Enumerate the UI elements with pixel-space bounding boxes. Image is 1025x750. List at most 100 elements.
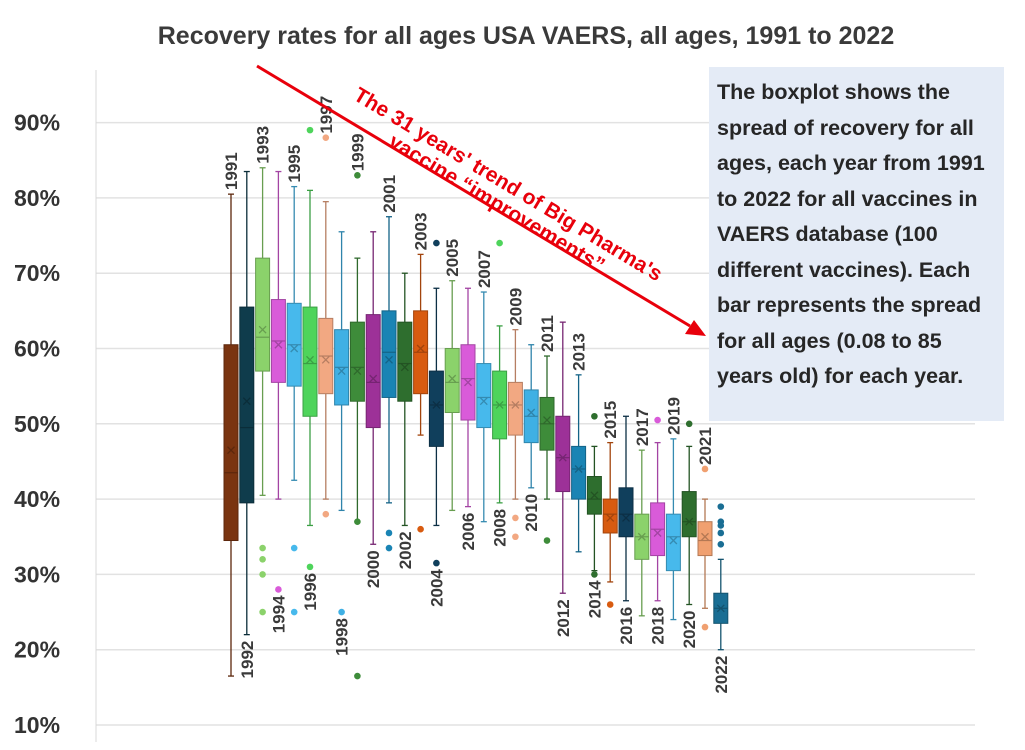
box-2018: 2018 [649,416,668,645]
box-1999: 1999 [348,133,367,680]
outlier-point [717,529,725,537]
y-tick-label: 40% [14,486,60,512]
box-iqr [697,521,713,557]
mean-marker [622,513,630,522]
box-1993: 1993 [254,126,273,616]
mean-marker [653,529,662,537]
year-label: 2007 [475,250,494,288]
outlier-point [496,239,503,247]
year-label: 2011 [538,315,557,352]
year-label: 2020 [680,611,699,649]
outlier-point [717,522,725,529]
year-label: 1995 [285,145,304,183]
year-label: 2021 [696,427,715,465]
outlier-point [259,544,266,552]
box-2017: 2017 [633,408,652,617]
boxes: 1991 1992 1993 1994 1995 1996 1997 1998 1999 2000… [222,96,731,694]
year-label: 2000 [364,550,383,588]
year-label: 2006 [459,513,478,551]
outlier-point [591,412,598,420]
year-label: 2003 [412,213,431,251]
box-2019: 2019 [664,397,683,621]
outlier-point [701,623,709,631]
box-2002: 2002 [396,272,415,569]
outlier-point [543,537,551,544]
box-iqr [397,321,413,402]
outlier-point [385,529,393,537]
outlier-point [417,525,424,533]
box-iqr [255,257,271,372]
box-2006: 2006 [459,287,478,551]
outlier-point [290,608,298,616]
box-iqr [428,370,444,447]
year-label: 2012 [554,599,573,637]
box-2014: 2014 [585,412,604,618]
outlier-point [433,239,440,247]
outlier-point [259,608,266,616]
outlier-point [512,514,519,522]
mean-marker [685,517,694,526]
y-tick-label: 70% [14,260,60,286]
box-iqr [476,363,492,429]
mean-marker [590,491,599,500]
outlier-point [591,571,598,578]
year-label: 2010 [522,494,541,532]
mean-marker [716,604,725,613]
outlier-point [701,465,709,473]
box-2010: 2010 [522,344,541,532]
outlier-point [259,571,266,578]
y-tick-label: 30% [14,561,60,587]
outlier-point [717,503,725,510]
mean-marker [574,465,583,473]
box-2011: 2011 [538,315,557,544]
box-1997: 1997 [317,96,336,518]
mean-marker [258,325,267,334]
year-label: 2008 [491,509,510,547]
box-iqr [571,445,587,500]
box-2003: 2003 [412,213,431,533]
mean-marker [527,408,536,417]
mean-marker [369,374,378,383]
box-iqr [239,306,255,504]
box-2009: 2009 [506,288,525,541]
year-label: 2015 [601,401,620,439]
mean-marker [606,513,615,522]
y-tick-label: 60% [14,336,60,362]
annotation-box: The boxplot shows the spread of recovery… [709,67,1004,421]
outlier-point [354,672,361,680]
mean-marker [637,532,646,541]
box-iqr [681,491,697,538]
box-iqr [555,415,571,493]
box-2001: 2001 [380,175,399,552]
y-tick-label: 10% [14,712,60,738]
box-2005: 2005 [443,239,462,512]
box-1995: 1995 [285,145,304,616]
outlier-point [433,559,440,567]
outlier-point [354,172,361,179]
box-iqr [444,348,460,414]
box-2004: 2004 [427,239,446,607]
mean-marker [558,453,567,462]
outlier-point [322,510,330,518]
mean-marker [432,401,441,409]
year-label: 2001 [380,175,399,213]
annotation-text: The boxplot shows the spread of recovery… [717,80,985,388]
outlier-point [275,586,282,593]
year-label: 2018 [649,607,668,645]
box-2020: 2020 [680,420,699,649]
box-2022: 2022 [712,503,731,694]
y-tick-label: 80% [14,185,60,211]
box-2012: 2012 [554,321,573,637]
mean-marker [669,536,678,545]
trend-label-line2: vaccine “improvements” [385,130,609,277]
outlier-point [512,533,519,541]
year-label: 1999 [348,133,367,171]
y-tick-label: 20% [14,637,60,663]
y-axis: 10% 20% 30% 40% 50% 60% 70% 80% 90% [14,110,60,738]
year-label: 2004 [427,569,446,607]
year-label: 1997 [317,96,336,134]
year-label: 2019 [664,397,683,435]
box-1994: 1994 [269,170,288,633]
mean-marker [464,378,472,387]
